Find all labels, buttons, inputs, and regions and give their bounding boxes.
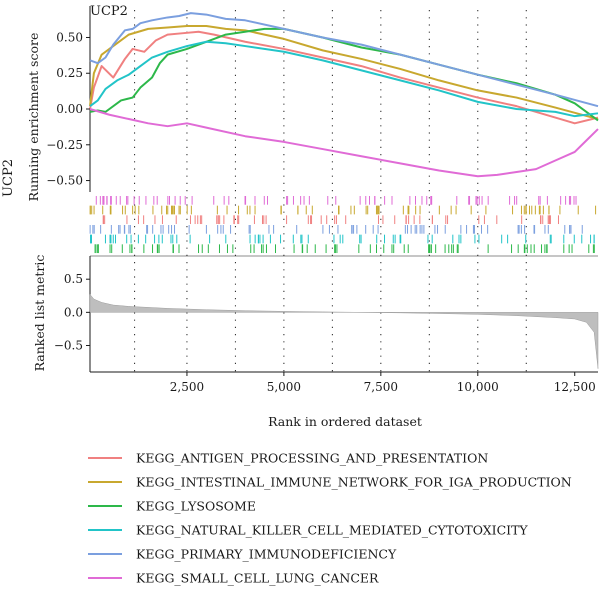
x-tick-label: 10,000: [457, 380, 499, 394]
y-tick-label-bottom: 0.5: [64, 272, 83, 286]
y-tick-label-bottom: 0.0: [64, 305, 83, 319]
y-axis-title-bottom: Ranked list metric: [32, 255, 47, 372]
enrichment-line-1: [89, 30, 599, 125]
y-tick-label-top: 0.50: [56, 30, 83, 44]
x-tick-label: 7,500: [364, 380, 398, 394]
y-tick-label-top: 0.00: [56, 102, 83, 116]
legend-label-5: KEGG_PRIMARY_IMMUNODEFICIENCY: [136, 547, 397, 562]
x-tick-label: 2,500: [170, 380, 204, 394]
ranked-metric-area: [89, 293, 599, 369]
legend-label-6: KEGG_SMALL_CELL_LUNG_CANCER: [136, 571, 379, 586]
legend-label-1: KEGG_ANTIGEN_PROCESSING_AND_PRESENTATION: [136, 451, 488, 466]
enrichment-line-2: [89, 25, 599, 120]
x-tick-label: 5,000: [267, 380, 301, 394]
legend-label-3: KEGG_LYSOSOME: [136, 499, 256, 514]
legend-label-4: KEGG_NATURAL_KILLER_CELL_MEDIATED_CYTOTO…: [136, 523, 528, 538]
y-tick-label-bottom: −0.5: [54, 338, 83, 352]
legend-label-2: KEGG_INTESTINAL_IMMUNE_NETWORK_FOR_IGA_P…: [136, 475, 572, 490]
x-axis-title: Rank in ordered dataset: [268, 414, 422, 429]
chart-title: UCP2: [90, 4, 128, 19]
x-tick-label: 12,500: [554, 380, 596, 394]
enrichment-line-6: [89, 108, 599, 178]
y-tick-label-top: −0.50: [46, 174, 83, 188]
y-tick-label-top: 0.25: [56, 66, 83, 80]
left-gene-label: UCP2: [1, 159, 16, 197]
enrichment-line-4: [89, 40, 599, 118]
y-axis-title-top: Running enrichment score: [26, 33, 41, 202]
enrichment-line-5: [89, 12, 599, 108]
y-tick-label-top: −0.25: [46, 138, 83, 152]
